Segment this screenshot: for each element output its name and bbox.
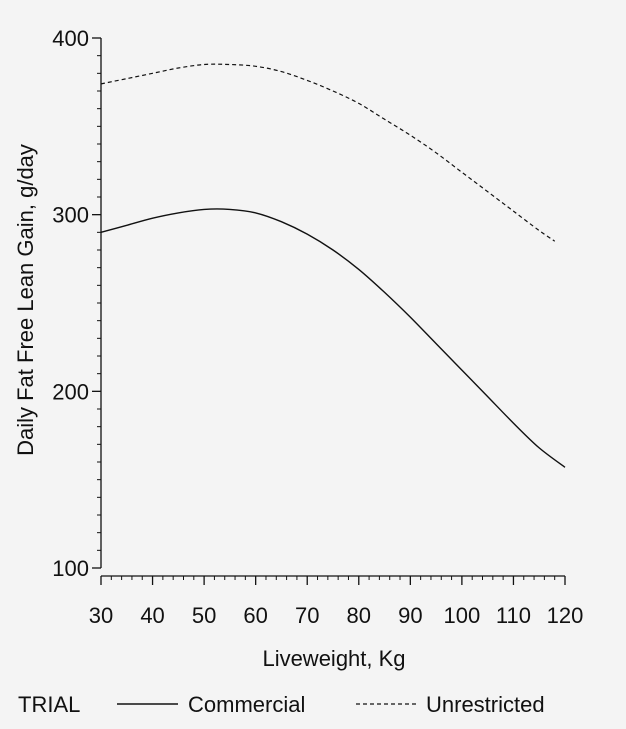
x-tick-label: 90 (398, 603, 422, 628)
y-tick-label: 100 (52, 556, 89, 581)
y-axis: 100 200 300 400 (52, 26, 102, 581)
x-tick-label: 120 (547, 603, 584, 628)
x-tick-label: 70 (295, 603, 319, 628)
x-tick-label: 60 (243, 603, 267, 628)
y-tick-label: 400 (52, 26, 89, 51)
series-line-commercial (100, 208, 566, 468)
x-tick-label: 100 (444, 603, 481, 628)
x-axis: 30 40 50 60 70 80 90 100 110 120 (89, 575, 584, 628)
legend-label-commercial: Commercial (188, 692, 305, 717)
y-tick-label: 200 (52, 379, 89, 404)
x-tick-label: 30 (89, 603, 113, 628)
legend-label-unrestricted: Unrestricted (426, 692, 545, 717)
x-tick-label: 80 (347, 603, 371, 628)
x-axis-title: Liveweight, Kg (262, 646, 405, 671)
x-tick-label: 40 (140, 603, 164, 628)
y-axis-title: Daily Fat Free Lean Gain, g/day (13, 144, 38, 456)
series-line-unrestricted (100, 63, 556, 242)
legend-title: TRIAL (18, 692, 80, 717)
x-tick-label: 110 (496, 603, 531, 628)
x-tick-label: 50 (192, 603, 216, 628)
legend: TRIAL Commercial Unrestricted (18, 692, 545, 717)
series-layer (100, 63, 566, 468)
y-tick-label: 300 (52, 203, 89, 228)
